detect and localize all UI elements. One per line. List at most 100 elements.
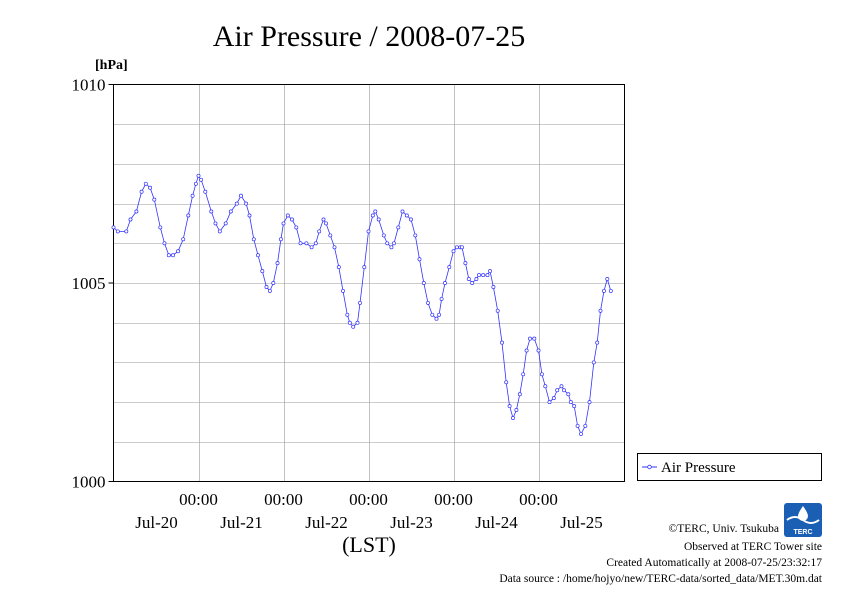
data-point — [355, 320, 360, 325]
data-point — [451, 249, 456, 254]
data-point — [547, 400, 552, 405]
data-point — [271, 281, 276, 285]
data-point — [332, 245, 337, 250]
data-point — [443, 281, 447, 285]
data-point — [128, 217, 133, 222]
data-point — [362, 265, 367, 270]
credit-observed: Observed at TERC Tower site — [684, 541, 822, 553]
data-point — [321, 217, 326, 222]
data-point — [193, 181, 198, 186]
legend-label-air-pressure: Air Pressure — [661, 460, 736, 476]
data-point — [213, 221, 218, 226]
data-point — [491, 285, 496, 289]
plot-frame — [113, 84, 625, 482]
data-point — [294, 225, 299, 230]
data-point — [500, 340, 504, 345]
data-point — [373, 209, 378, 214]
legend-marker-swatch — [647, 464, 652, 470]
data-point — [256, 253, 260, 258]
data-point — [528, 336, 532, 341]
data-point — [152, 197, 157, 202]
data-point — [474, 277, 479, 281]
credit-created: Created Automatically at 2008-07-25/23:3… — [606, 557, 822, 569]
data-point — [514, 408, 519, 412]
data-point — [404, 213, 409, 218]
data-point — [598, 308, 603, 313]
data-point — [521, 372, 526, 377]
data-point — [555, 388, 560, 393]
data-point — [466, 277, 471, 281]
data-point — [290, 217, 294, 222]
y-tick-label: 1005 — [72, 274, 106, 293]
data-point — [583, 423, 588, 428]
data-point — [385, 241, 390, 246]
x-tick-time-label: 00:00 — [264, 490, 303, 509]
x-tick-time-label: 00:00 — [179, 490, 218, 509]
grid — [113, 84, 625, 482]
data-point — [517, 392, 522, 397]
data-point — [568, 400, 573, 405]
data-point — [421, 281, 426, 285]
data-point — [504, 380, 509, 385]
x-tick-date-label: Jul-24 — [475, 513, 518, 532]
air-pressure-series — [111, 173, 613, 436]
data-point — [376, 217, 381, 222]
data-point — [485, 273, 490, 278]
data-point — [400, 209, 405, 214]
data-point — [260, 269, 265, 274]
data-point — [605, 277, 610, 281]
data-point — [579, 431, 583, 436]
data-point — [176, 249, 181, 254]
x-tick-time-label: 00:00 — [349, 490, 388, 509]
data-point — [481, 273, 486, 278]
data-point — [196, 173, 201, 178]
data-point — [264, 285, 269, 289]
data-point — [507, 404, 512, 409]
y-tick-label: 1010 — [72, 76, 106, 95]
data-point — [595, 340, 600, 345]
data-point — [392, 241, 396, 246]
data-point — [439, 296, 444, 301]
data-point — [575, 423, 580, 428]
x-tick-date-label: Jul-20 — [135, 513, 178, 532]
credit-copyright: ©TERC, Univ. Tsukuba — [669, 523, 779, 535]
data-point — [389, 245, 394, 250]
data-point — [217, 229, 222, 234]
data-point — [328, 233, 333, 238]
data-point — [171, 253, 175, 258]
data-point — [417, 257, 422, 262]
data-point — [551, 396, 556, 401]
data-point — [228, 209, 233, 214]
data-point — [124, 229, 129, 234]
legend-box — [637, 453, 822, 481]
x-tick-date-label: Jul-21 — [220, 513, 263, 532]
legend: Air Pressure — [637, 453, 822, 481]
data-point — [166, 253, 171, 258]
data-point — [190, 193, 195, 198]
data-point — [381, 233, 386, 238]
data-point — [566, 392, 571, 397]
data-point — [370, 213, 375, 218]
chart-title: Air Pressure / 2008-07-25 — [213, 20, 525, 53]
data-point — [587, 400, 592, 405]
data-point — [324, 221, 328, 226]
data-point — [317, 229, 322, 234]
data-point — [524, 348, 529, 353]
data-point — [536, 348, 541, 353]
x-tick-time-label: 00:00 — [519, 490, 558, 509]
data-point — [111, 225, 116, 230]
data-point — [158, 225, 163, 230]
data-point — [430, 312, 435, 317]
data-point — [244, 201, 249, 206]
data-point — [366, 229, 371, 234]
data-point — [608, 288, 613, 293]
data-point — [281, 221, 286, 226]
data-point — [251, 237, 256, 242]
data-point — [148, 185, 153, 190]
data-point — [470, 281, 475, 285]
data-point — [162, 241, 167, 246]
data-point — [351, 324, 356, 329]
data-point — [434, 316, 439, 321]
data-point — [488, 269, 492, 274]
data-point — [426, 300, 430, 305]
